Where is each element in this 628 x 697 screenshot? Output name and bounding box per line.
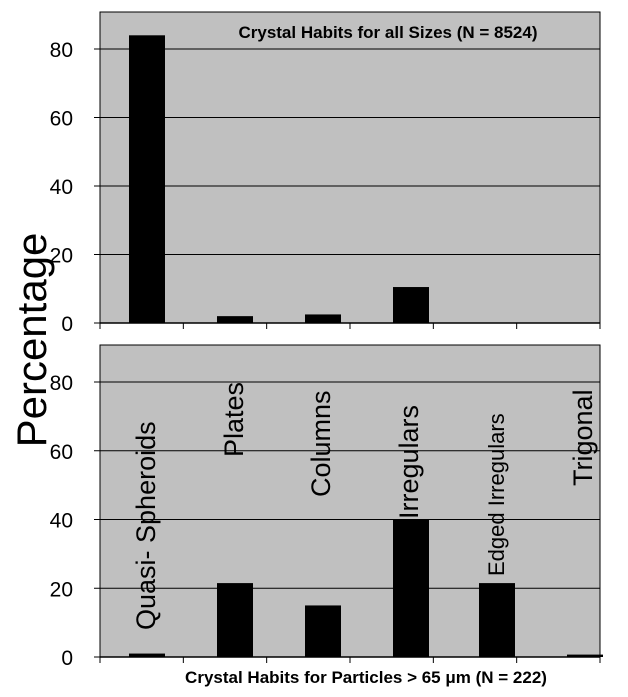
top-panel: 0 20 40 60 80 (50, 11, 601, 336)
top-chart-title: Crystal Habits for all Sizes (N = 8524) (238, 23, 537, 42)
bottom-bar-3 (305, 605, 341, 657)
x-category-label: Plates (219, 382, 249, 457)
x-category-label: Edged Irregulars (484, 413, 509, 576)
top-y-tick-label: 0 (61, 313, 73, 336)
top-y-tick-label: 40 (50, 176, 73, 199)
bottom-bar-1 (129, 653, 165, 657)
top-bar-3 (305, 314, 341, 323)
bottom-bar-4 (393, 519, 429, 657)
bottom-plot-area (99, 344, 601, 658)
top-bar-2 (217, 316, 253, 323)
top-bar-4 (393, 287, 429, 323)
bottom-y-tick-label: 40 (50, 510, 73, 533)
x-category-label: Irregulars (394, 405, 424, 519)
x-category-label: Columns (306, 390, 336, 497)
bottom-y-tick-label: 20 (50, 578, 73, 601)
x-category-label: Trigonal (568, 389, 598, 486)
bottom-bar-5 (479, 583, 515, 657)
top-y-tick-label: 80 (50, 39, 73, 62)
bottom-y-tick-label: 0 (61, 647, 73, 670)
bottom-panel: 0 20 40 60 80 Quasi- Spheroids Plates Columns Ir… (50, 344, 603, 670)
x-category-label: Quasi- Spheroids (131, 421, 161, 630)
bottom-y-tick-label: 80 (50, 372, 73, 395)
top-bar-1 (129, 35, 165, 324)
bottom-bar-6 (567, 654, 603, 657)
top-plot-area (99, 11, 601, 324)
top-y-tick-label: 60 (50, 108, 73, 131)
top-y-tick-label: 20 (50, 245, 73, 268)
bottom-y-tick-label: 60 (50, 441, 73, 464)
bottom-bar-2 (217, 583, 253, 657)
y-axis-label: Percentage (8, 233, 55, 448)
bottom-chart-title: Crystal Habits for Particles > 65 μm (N … (185, 668, 547, 687)
